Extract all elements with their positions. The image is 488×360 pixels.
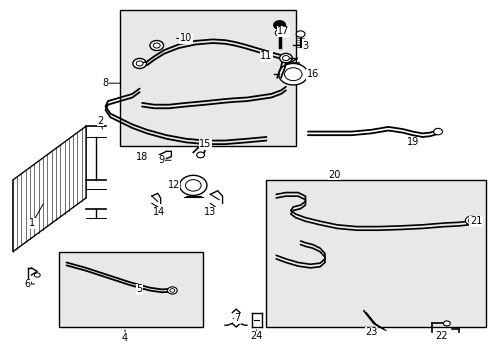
Text: 4: 4 [122, 333, 128, 343]
Circle shape [196, 152, 204, 158]
Circle shape [284, 68, 302, 81]
Bar [59, 252, 203, 327]
Text: 17: 17 [277, 26, 289, 36]
Circle shape [282, 55, 289, 60]
Text: 24: 24 [250, 331, 263, 341]
Text: 13: 13 [204, 207, 216, 217]
Circle shape [468, 219, 473, 223]
Text: 6: 6 [24, 279, 31, 289]
Text: 19: 19 [406, 138, 418, 147]
Circle shape [136, 61, 143, 66]
Text: 7: 7 [234, 313, 240, 323]
Text: 21: 21 [469, 216, 481, 226]
Text: 11: 11 [260, 51, 272, 61]
Circle shape [150, 41, 163, 50]
Circle shape [279, 53, 292, 63]
Circle shape [465, 216, 476, 225]
Circle shape [275, 30, 284, 36]
Circle shape [167, 287, 177, 294]
Text: 12: 12 [167, 180, 180, 190]
Text: 10: 10 [180, 33, 192, 43]
Bar [266, 180, 485, 327]
Circle shape [179, 175, 206, 195]
Circle shape [296, 31, 305, 37]
Text: 22: 22 [435, 331, 447, 341]
Circle shape [273, 21, 285, 30]
Text: 23: 23 [365, 327, 377, 337]
Text: 15: 15 [199, 139, 211, 149]
Circle shape [185, 180, 201, 191]
Circle shape [169, 289, 174, 292]
Text: 3: 3 [302, 41, 308, 50]
Text: 20: 20 [328, 170, 340, 180]
Circle shape [34, 273, 40, 277]
Circle shape [443, 321, 449, 326]
Polygon shape [13, 126, 86, 252]
Text: 2: 2 [97, 116, 103, 126]
Circle shape [278, 63, 307, 85]
Text: 8: 8 [102, 78, 108, 88]
Circle shape [433, 129, 442, 135]
Text: 16: 16 [306, 69, 318, 79]
Circle shape [133, 58, 146, 68]
Text: 18: 18 [136, 152, 148, 162]
Text: 14: 14 [153, 207, 165, 217]
Text: 9: 9 [158, 155, 164, 165]
Circle shape [153, 43, 160, 48]
Text: 1: 1 [29, 218, 35, 228]
Bar [120, 10, 295, 146]
Text: 5: 5 [136, 284, 142, 294]
